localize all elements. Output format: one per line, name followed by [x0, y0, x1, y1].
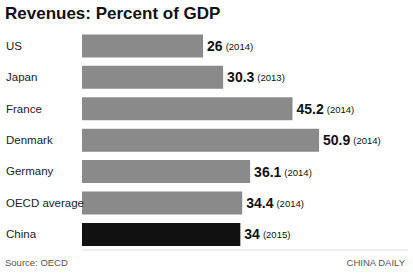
svg-text:US: US [8, 40, 22, 52]
svg-text:China: China [8, 228, 37, 240]
html-text:Revenues: Percent of GDP: Revenues: Percent of GDP [5, 4, 221, 23]
svg-text:36.1(2014): 36.1(2014) [254, 164, 312, 180]
svg-text:30.3(2013): 30.3(2013) [227, 69, 285, 85]
html-text:Source: OECD: Source: OECD [5, 257, 68, 268]
svg-text:50.9(2014): 50.9(2014) [323, 132, 381, 148]
html-text:CHINA DAILY: CHINA DAILY [346, 257, 405, 268]
svg-text:Germany: Germany [8, 165, 54, 177]
svg-text:France: France [8, 103, 42, 115]
svg-text:OECD average: OECD average [8, 197, 84, 209]
svg-text:Japan: Japan [8, 71, 37, 83]
svg-text:34.4(2014): 34.4(2014) [246, 195, 304, 211]
svg-text:45.2(2014): 45.2(2014) [297, 101, 355, 117]
svg-text:26(2014): 26(2014) [207, 38, 253, 54]
svg-text:Denmark: Denmark [8, 134, 53, 146]
svg-text:34(2015): 34(2015) [244, 226, 290, 242]
